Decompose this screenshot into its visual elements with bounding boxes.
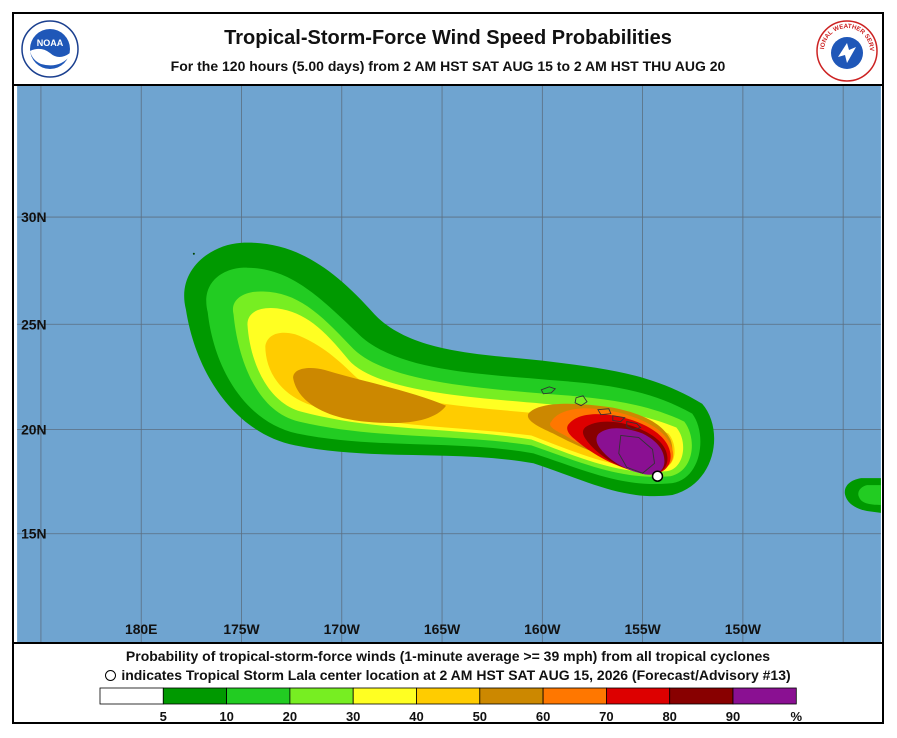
legend-label: 5 [160, 709, 167, 724]
graticule [17, 86, 881, 642]
legend-label: 10 [219, 709, 233, 724]
lat-label-30n: 30N [21, 209, 46, 225]
legend-label: 80 [662, 709, 676, 724]
contour-50-60 [293, 368, 447, 424]
lon-label-170w: 170W [324, 621, 361, 637]
lon-label-160w: 160W [524, 621, 561, 637]
probability-legend: 5 10 20 30 40 50 60 70 80 90% [99, 687, 803, 724]
lon-label-150w: 150W [725, 621, 762, 637]
page-subtitle: For the 120 hours (5.00 days) from 2 AM … [170, 58, 726, 74]
footer-description: Probability of tropical-storm-force wind… [125, 648, 771, 664]
probability-map: 30N 25N 20N 15N 180E 175W 170W 165W 160W… [14, 84, 884, 644]
legend-swatch [732, 687, 797, 705]
legend-swatch [416, 687, 481, 705]
svg-text:NOAA: NOAA [37, 38, 64, 48]
page-title: Tropical-Storm-Force Wind Speed Probabil… [224, 27, 672, 49]
header: NOAA Tropical-Storm-Force Wind Speed Pro… [14, 14, 882, 84]
lon-label-180e: 180E [125, 621, 157, 637]
lon-label-165w: 165W [424, 621, 461, 637]
legend-label: 70 [599, 709, 613, 724]
noaa-logo: NOAA [21, 20, 79, 78]
legend-label: 20 [283, 709, 297, 724]
legend-swatch [226, 687, 291, 705]
legend-label: 60 [536, 709, 550, 724]
legend-swatch [479, 687, 544, 705]
lon-label-175w: 175W [223, 621, 260, 637]
legend-label: 50 [473, 709, 487, 724]
legend-swatch [289, 687, 354, 705]
legend-label: % [791, 709, 803, 724]
lat-label-20n: 20N [21, 421, 46, 437]
lon-label-155w: 155W [624, 621, 661, 637]
legend-label: 90 [726, 709, 740, 724]
contour-east-edge-inner [858, 485, 881, 505]
product-frame: NOAA Tropical-Storm-Force Wind Speed Pro… [12, 12, 884, 724]
legend-swatch [542, 687, 607, 705]
lat-label-15n: 15N [21, 526, 46, 542]
legend-label: 40 [409, 709, 423, 724]
legend-swatch [352, 687, 417, 705]
speck [192, 252, 195, 255]
legend-swatch [669, 687, 734, 705]
open-circle-icon [105, 669, 117, 681]
footer-center-note: indicates Tropical Storm Lala center loc… [14, 667, 882, 683]
storm-center-marker [651, 470, 664, 482]
legend-label: 30 [346, 709, 360, 724]
legend-swatch [606, 687, 671, 705]
contour-90-100 [596, 428, 665, 475]
legend-swatch [99, 687, 164, 705]
nws-logo: NATIONAL WEATHER SERVICE [816, 20, 878, 82]
hawaiian-islands [540, 386, 655, 474]
lat-label-25n: 25N [21, 316, 46, 332]
legend-swatch [162, 687, 228, 705]
footer: Probability of tropical-storm-force wind… [14, 644, 882, 724]
